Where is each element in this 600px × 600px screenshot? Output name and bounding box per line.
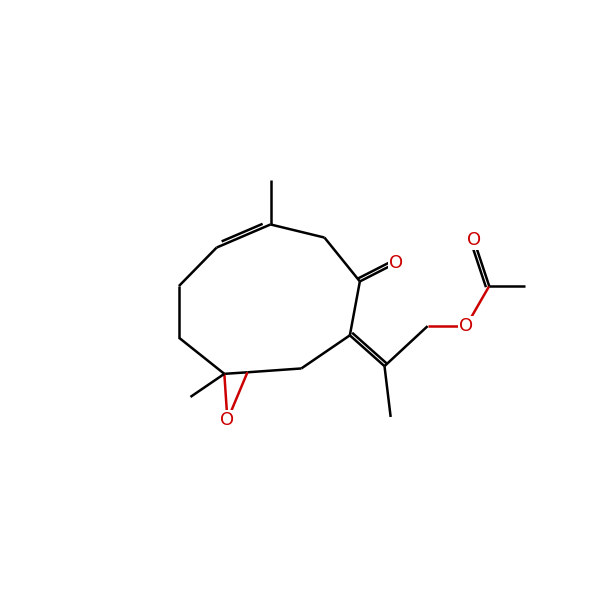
Text: O: O xyxy=(459,317,473,335)
Text: O: O xyxy=(467,231,481,249)
Text: O: O xyxy=(389,254,403,272)
Text: O: O xyxy=(220,411,235,429)
